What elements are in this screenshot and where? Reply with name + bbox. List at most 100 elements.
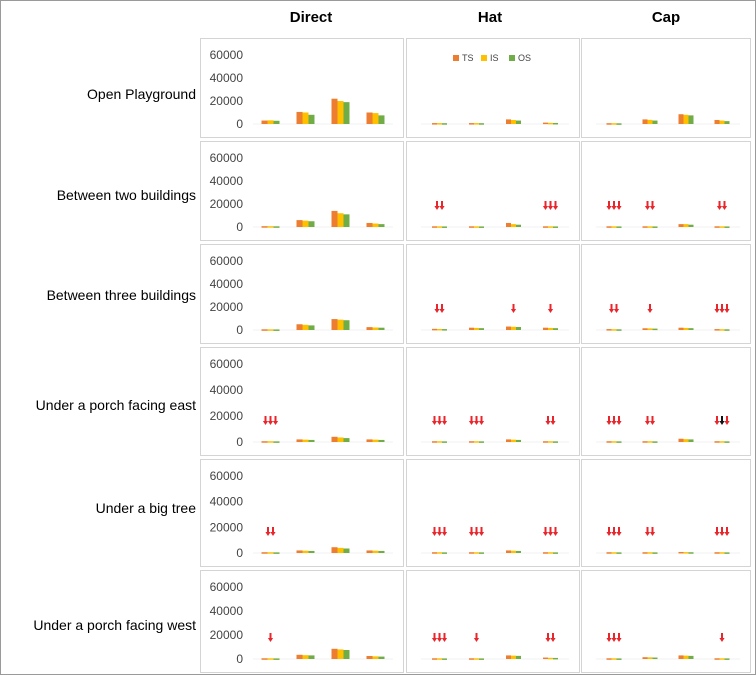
bar-ts bbox=[432, 552, 437, 554]
bar-ts bbox=[296, 220, 303, 227]
chart-svg: 60000 40000 20000 0 bbox=[210, 580, 393, 666]
bar-os bbox=[553, 552, 558, 554]
legend-label-is: IS bbox=[490, 53, 499, 63]
y-tick-label: 0 bbox=[236, 652, 243, 666]
bar-os bbox=[378, 327, 385, 330]
bar-os bbox=[308, 325, 315, 330]
bar-os bbox=[688, 439, 694, 442]
decrease-arrow-head bbox=[510, 309, 517, 313]
bar-ts bbox=[506, 550, 511, 553]
decrease-arrow-head bbox=[616, 532, 622, 536]
bar-os bbox=[553, 122, 558, 125]
bar-os bbox=[479, 226, 484, 228]
decrease-arrow-shaft bbox=[608, 416, 610, 421]
bar-ts bbox=[606, 123, 612, 125]
decrease-arrow-shaft bbox=[441, 304, 443, 309]
bar-is bbox=[372, 327, 379, 330]
decrease-arrow-head bbox=[441, 421, 448, 425]
bar-os bbox=[553, 328, 558, 330]
decrease-arrow-shaft bbox=[433, 416, 436, 421]
bar-os bbox=[343, 650, 350, 659]
bar-os bbox=[688, 115, 694, 124]
decrease-arrow-head bbox=[468, 421, 475, 425]
decrease-arrow-head bbox=[616, 206, 622, 210]
bar-is bbox=[267, 120, 274, 124]
bar-os bbox=[442, 658, 447, 660]
bar-ts bbox=[296, 654, 303, 659]
decrease-arrow-head bbox=[436, 532, 443, 536]
bar-os bbox=[724, 226, 730, 228]
bar-ts bbox=[366, 550, 373, 553]
decrease-arrow-shaft bbox=[544, 201, 547, 206]
bar-is bbox=[302, 550, 309, 553]
decrease-arrow-shaft bbox=[436, 304, 438, 309]
bar-os bbox=[652, 226, 658, 228]
bar-os bbox=[308, 550, 315, 553]
decrease-arrow-shaft bbox=[723, 201, 726, 206]
bar-os bbox=[516, 327, 521, 330]
bar-is bbox=[302, 220, 309, 227]
decrease-arrow-shaft bbox=[549, 304, 552, 309]
bar-os bbox=[479, 123, 484, 125]
decrease-arrow-shaft bbox=[646, 527, 649, 532]
y-tick-label: 0 bbox=[236, 220, 243, 234]
y-tick-label: 0 bbox=[236, 323, 243, 337]
bar-is bbox=[337, 437, 344, 442]
decrease-arrow-head bbox=[545, 421, 551, 425]
bar-is bbox=[474, 226, 479, 228]
decrease-arrow-shaft bbox=[264, 416, 267, 421]
decrease-arrow-shaft bbox=[618, 201, 620, 206]
bar-is bbox=[647, 657, 653, 659]
row-label-porch-west: Under a porch facing west bbox=[33, 617, 196, 633]
bar-is bbox=[474, 327, 479, 330]
decrease-arrow-head bbox=[719, 421, 725, 425]
decrease-arrow-head bbox=[649, 421, 656, 425]
y-tick-label: 40000 bbox=[210, 174, 244, 188]
decrease-arrow-head bbox=[724, 532, 730, 536]
bar-os bbox=[273, 226, 280, 228]
y-tick-label: 40000 bbox=[210, 383, 244, 397]
chart-svg: 60000 40000 20000 0 bbox=[210, 357, 393, 449]
bar-os bbox=[688, 655, 694, 659]
decrease-arrow-head bbox=[547, 532, 554, 536]
chart-svg bbox=[421, 201, 569, 228]
decrease-arrow-head bbox=[547, 206, 554, 210]
y-tick-label: 40000 bbox=[210, 71, 244, 85]
bar-os bbox=[479, 552, 484, 554]
bar-ts bbox=[469, 226, 474, 228]
bar-os bbox=[479, 328, 484, 330]
y-tick-label: 20000 bbox=[210, 409, 244, 423]
legend-swatch-os bbox=[509, 55, 515, 61]
y-tick-label: 0 bbox=[236, 435, 243, 449]
bar-ts bbox=[432, 328, 437, 331]
bar-is bbox=[683, 655, 689, 659]
decrease-arrow-head bbox=[647, 309, 653, 313]
bar-is bbox=[647, 441, 653, 443]
decrease-arrow-shaft bbox=[618, 416, 620, 421]
decrease-arrow-head bbox=[270, 532, 276, 536]
bar-ts bbox=[543, 657, 548, 660]
bar-ts bbox=[678, 438, 684, 442]
bar-os bbox=[652, 328, 658, 331]
bar-os bbox=[616, 552, 622, 554]
bar-ts bbox=[506, 655, 511, 659]
bar-is bbox=[611, 226, 617, 228]
decrease-arrow-head bbox=[644, 421, 651, 425]
decrease-arrow-head bbox=[608, 309, 615, 313]
decrease-arrow-shaft bbox=[438, 527, 441, 532]
bar-os bbox=[516, 224, 521, 227]
bar-is bbox=[302, 112, 309, 124]
bar-is bbox=[474, 441, 479, 443]
bar-ts bbox=[469, 327, 474, 330]
bar-ts bbox=[331, 210, 338, 227]
bar-is bbox=[267, 552, 274, 554]
bar-ts bbox=[714, 658, 720, 660]
decrease-arrow-shaft bbox=[721, 633, 723, 638]
bar-ts bbox=[606, 441, 612, 443]
decrease-arrow-shaft bbox=[480, 416, 483, 421]
chart-svg bbox=[596, 416, 740, 443]
bar-is bbox=[437, 552, 442, 554]
decrease-arrow-shaft bbox=[613, 633, 615, 638]
decrease-arrow-shaft bbox=[618, 633, 620, 638]
decrease-arrow-head bbox=[649, 206, 656, 210]
